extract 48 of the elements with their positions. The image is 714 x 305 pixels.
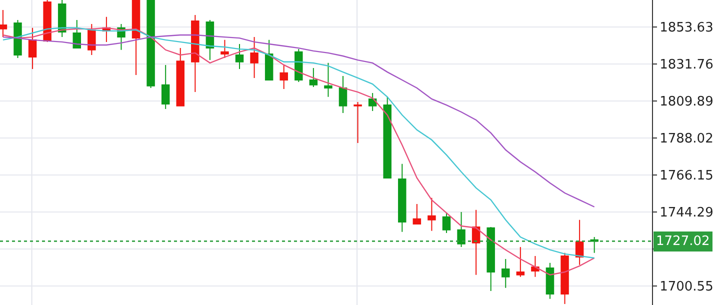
candlestick (368, 92, 377, 112)
candlestick (146, 0, 155, 88)
candlestick (294, 48, 303, 83)
candlestick (546, 262, 554, 300)
candlestick (235, 43, 244, 70)
y-tick-label: 1809.89 (660, 94, 714, 110)
candlestick (412, 204, 422, 224)
candlestick (502, 258, 510, 288)
candlestick (58, 0, 66, 38)
y-tick-label: 1744.29 (660, 206, 714, 221)
candlestick (191, 14, 200, 93)
candlestick (338, 75, 348, 114)
candlestick (43, 0, 52, 42)
candlestick (516, 246, 525, 278)
candlestick (472, 209, 480, 276)
candlestick (176, 48, 184, 106)
candlestick (206, 19, 214, 61)
candlestick (383, 96, 392, 178)
candlestick (28, 27, 37, 70)
y-tick-label: 1766.15 (660, 168, 714, 184)
candlestick (0, 9, 8, 38)
candlestick (132, 0, 140, 76)
y-tick-label: 1831.76 (660, 58, 714, 73)
candlestick (309, 68, 318, 88)
candlestick (428, 197, 436, 232)
candlestick (280, 64, 288, 90)
ref-line-label: 1727.02 (656, 234, 710, 249)
candlestick (88, 24, 96, 56)
candlestick (398, 163, 406, 232)
candlestick (324, 62, 332, 98)
candlestick (590, 236, 598, 254)
y-tick-label: 1853.63 (660, 20, 714, 36)
candlestick (14, 19, 22, 59)
candlestick (250, 36, 258, 78)
candlestick (354, 102, 362, 144)
candlestick (442, 212, 451, 234)
line-series (2, 34, 595, 208)
candlestick (486, 226, 495, 292)
y-tick-label: 1700.55 (660, 280, 714, 295)
candlestick (575, 219, 584, 266)
candlestick (264, 39, 274, 81)
candlestick (220, 39, 229, 59)
candlestick (161, 64, 170, 110)
candlestick (531, 255, 540, 278)
candlestick (560, 252, 569, 304)
y-tick-label: 1788.02 (660, 132, 714, 147)
candlestick (457, 211, 466, 248)
candlestick (72, 19, 81, 49)
